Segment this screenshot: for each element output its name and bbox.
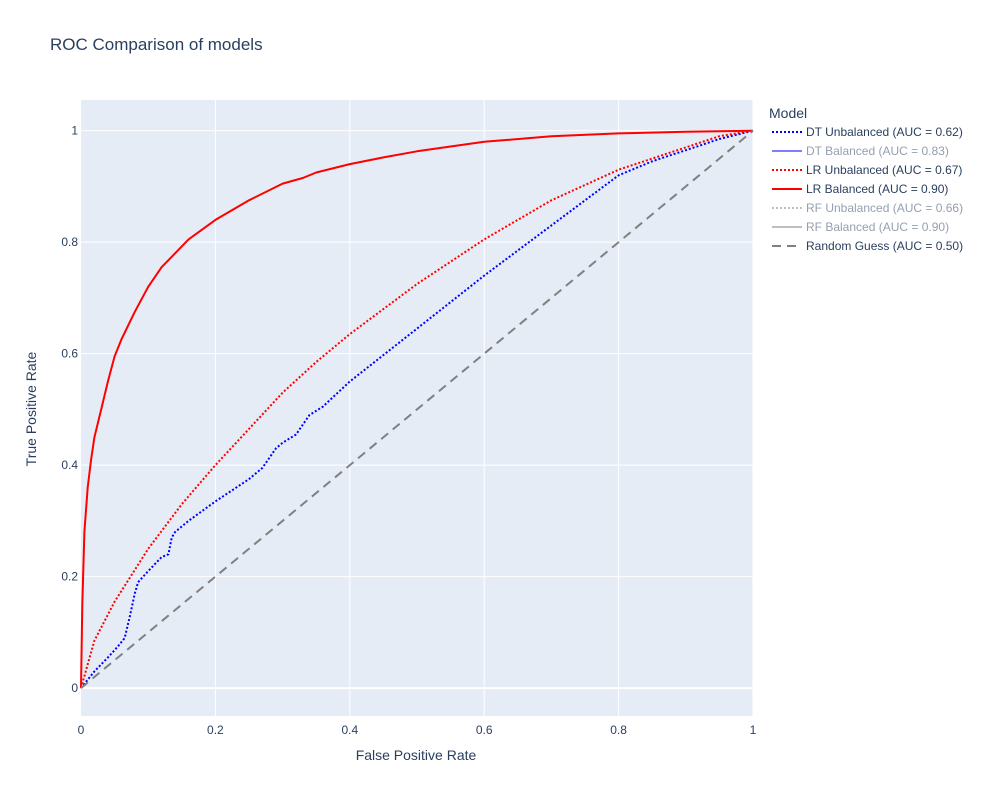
legend-label: RF Balanced (AUC = 0.90) [806, 220, 949, 234]
x-tick-label: 0.8 [610, 723, 627, 737]
legend-label: DT Unbalanced (AUC = 0.62) [806, 125, 963, 139]
legend-items[interactable]: DT Unbalanced (AUC = 0.62) DT Balanced (A… [772, 125, 963, 253]
y-tick-label: 0.4 [61, 458, 78, 472]
x-axis-label: False Positive Rate [356, 747, 477, 763]
y-tick-label: 0.8 [61, 235, 78, 249]
y-tick-label: 0.6 [61, 347, 78, 361]
legend-item-dt-balanced[interactable]: DT Balanced (AUC = 0.83) [772, 144, 949, 158]
legend-item-random-guess[interactable]: Random Guess (AUC = 0.50) [772, 239, 963, 253]
x-tick-label: 1 [750, 723, 757, 737]
y-tick-label: 0.2 [61, 570, 78, 584]
tick-labels: 0 0.2 0.4 0.6 0.8 1 0 0.2 0.4 0.6 0.8 1 [61, 124, 756, 737]
y-tick-label: 0 [71, 681, 78, 695]
lr-balanced-line [80, 129, 754, 689]
y-tick-label: 1 [71, 124, 78, 138]
x-tick-label: 0.6 [476, 723, 493, 737]
legend-label: RF Unbalanced (AUC = 0.66) [806, 201, 963, 215]
random-guess-line [80, 129, 754, 689]
legend-label: LR Balanced (AUC = 0.90) [806, 182, 948, 196]
dt-unbalanced-line [80, 129, 754, 689]
x-tick-label: 0.2 [207, 723, 224, 737]
grid-lines [81, 100, 754, 716]
legend-title: Model [769, 105, 807, 121]
y-axis-label: True Positive Rate [23, 351, 39, 466]
legend-item-rf-unbalanced[interactable]: RF Unbalanced (AUC = 0.66) [772, 201, 963, 215]
legend-item-lr-unbalanced[interactable]: LR Unbalanced (AUC = 0.67) [772, 163, 962, 177]
x-tick-label: 0.4 [341, 723, 358, 737]
series-lines [80, 129, 754, 689]
legend-label: LR Unbalanced (AUC = 0.67) [806, 163, 962, 177]
chart-title: ROC Comparison of models [50, 35, 263, 54]
x-tick-label: 0 [78, 723, 85, 737]
legend-label: Random Guess (AUC = 0.50) [806, 239, 963, 253]
legend-label: DT Balanced (AUC = 0.83) [806, 144, 949, 158]
legend-item-lr-balanced[interactable]: LR Balanced (AUC = 0.90) [772, 182, 948, 196]
legend[interactable]: Model DT Unbalanced (AUC = 0.62) DT Balan… [769, 105, 963, 253]
plot-background [81, 100, 753, 716]
legend-item-dt-unbalanced[interactable]: DT Unbalanced (AUC = 0.62) [772, 125, 963, 139]
legend-item-rf-balanced[interactable]: RF Balanced (AUC = 0.90) [772, 220, 949, 234]
